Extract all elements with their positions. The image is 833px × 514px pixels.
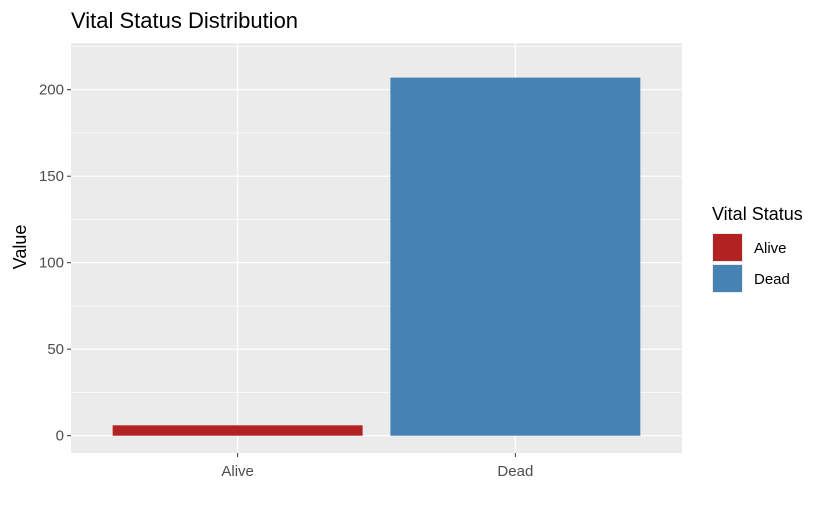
legend: Alive Dead <box>712 233 790 293</box>
bars <box>112 77 641 436</box>
y-tick-label: 50 <box>47 341 64 358</box>
legend-swatch-alive <box>713 234 742 261</box>
y-tick-label: 150 <box>39 168 64 185</box>
legend-label-dead: Dead <box>754 271 790 288</box>
legend-swatch-dead <box>713 265 742 292</box>
y-axis-title: Value <box>10 225 30 270</box>
chart-title: Vital Status Distribution <box>71 8 298 33</box>
bar-dead <box>390 77 641 436</box>
x-axis-ticks: Alive Dead <box>221 453 533 480</box>
x-tick-label: Alive <box>221 463 254 480</box>
x-tick-label: Dead <box>497 463 533 480</box>
legend-label-alive: Alive <box>754 240 787 257</box>
y-tick-label: 200 <box>39 82 64 99</box>
y-axis-ticks: 0 50 100 150 200 <box>39 82 71 445</box>
legend-title: Vital Status <box>712 204 803 224</box>
y-tick-label: 100 <box>39 255 64 272</box>
bar-alive <box>112 425 363 436</box>
y-tick-label: 0 <box>56 428 64 445</box>
